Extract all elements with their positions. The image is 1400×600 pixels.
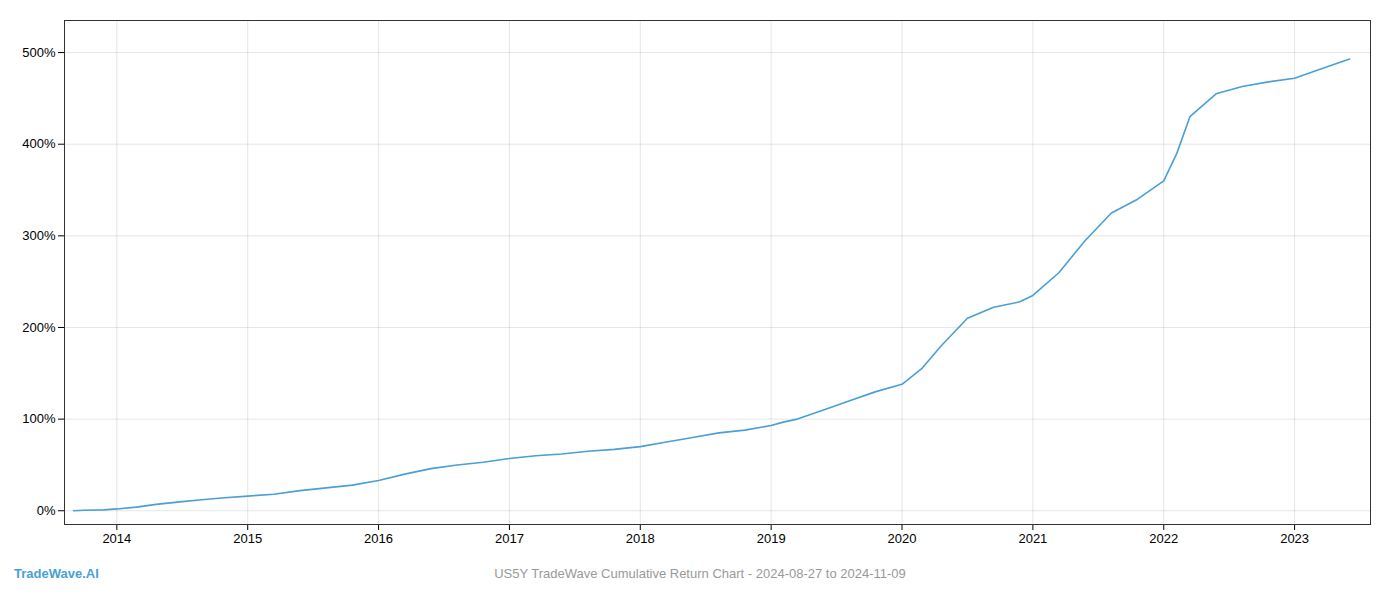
svg-text:400%: 400% xyxy=(22,136,56,151)
svg-text:2021: 2021 xyxy=(1018,531,1047,546)
svg-text:2016: 2016 xyxy=(364,531,393,546)
svg-text:2020: 2020 xyxy=(888,531,917,546)
svg-text:200%: 200% xyxy=(22,320,56,335)
svg-text:2022: 2022 xyxy=(1149,531,1178,546)
svg-text:2015: 2015 xyxy=(233,531,262,546)
html-text:TradeWave.AI: TradeWave.AI xyxy=(14,566,99,581)
svg-text:100%: 100% xyxy=(22,411,56,426)
svg-text:0%: 0% xyxy=(37,503,56,518)
svg-text:2023: 2023 xyxy=(1280,531,1309,546)
svg-text:2017: 2017 xyxy=(495,531,524,546)
svg-text:500%: 500% xyxy=(22,45,56,60)
svg-text:2018: 2018 xyxy=(626,531,655,546)
svg-text:2019: 2019 xyxy=(757,531,786,546)
html-text:US5Y TradeWave Cumulative Retu: US5Y TradeWave Cumulative Return Chart -… xyxy=(494,566,906,581)
svg-text:300%: 300% xyxy=(22,228,56,243)
svg-text:2014: 2014 xyxy=(102,531,131,546)
